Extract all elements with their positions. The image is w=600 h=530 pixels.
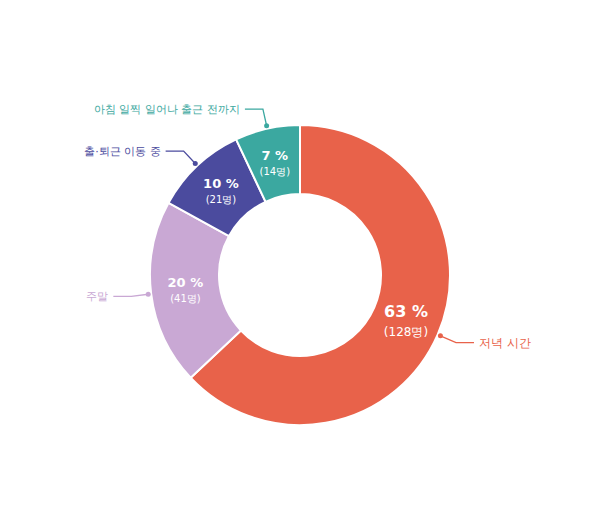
svg-text:(14명): (14명) — [260, 166, 291, 177]
svg-text:아침 일찍 일어나 출근 전까지: 아침 일찍 일어나 출근 전까지 — [94, 103, 240, 116]
svg-text:63 %: 63 % — [384, 302, 428, 321]
svg-text:(41명): (41명) — [170, 293, 201, 304]
svg-text:7 %: 7 % — [261, 148, 288, 163]
svg-text:저녁 시간: 저녁 시간 — [479, 336, 531, 350]
svg-text:10 %: 10 % — [203, 176, 239, 191]
svg-text:(128명): (128명) — [384, 325, 428, 339]
svg-text:20 %: 20 % — [168, 275, 204, 290]
svg-text:출·퇴근 이동 중: 출·퇴근 이동 중 — [84, 145, 161, 158]
svg-text:주말: 주말 — [86, 290, 108, 303]
svg-text:(21명): (21명) — [206, 194, 237, 205]
